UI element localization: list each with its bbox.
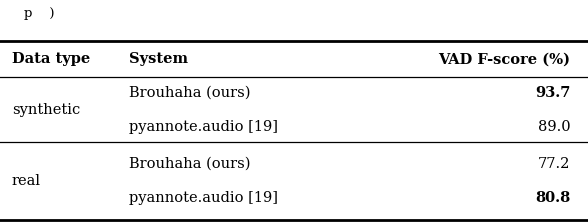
Text: pyannote.audio [19]: pyannote.audio [19]	[129, 120, 278, 134]
Text: VAD F-score (%): VAD F-score (%)	[439, 52, 570, 66]
Text: p    ): p )	[24, 7, 54, 20]
Text: 77.2: 77.2	[538, 157, 570, 171]
Text: Brouhaha (ours): Brouhaha (ours)	[129, 157, 251, 171]
Text: real: real	[12, 174, 41, 188]
Text: 80.8: 80.8	[535, 191, 570, 205]
Text: System: System	[129, 52, 188, 66]
Text: pyannote.audio [19]: pyannote.audio [19]	[129, 191, 278, 205]
Text: synthetic: synthetic	[12, 103, 80, 117]
Text: Brouhaha (ours): Brouhaha (ours)	[129, 86, 251, 100]
Text: 93.7: 93.7	[535, 86, 570, 100]
Text: Data type: Data type	[12, 52, 90, 66]
Text: 89.0: 89.0	[538, 120, 570, 134]
